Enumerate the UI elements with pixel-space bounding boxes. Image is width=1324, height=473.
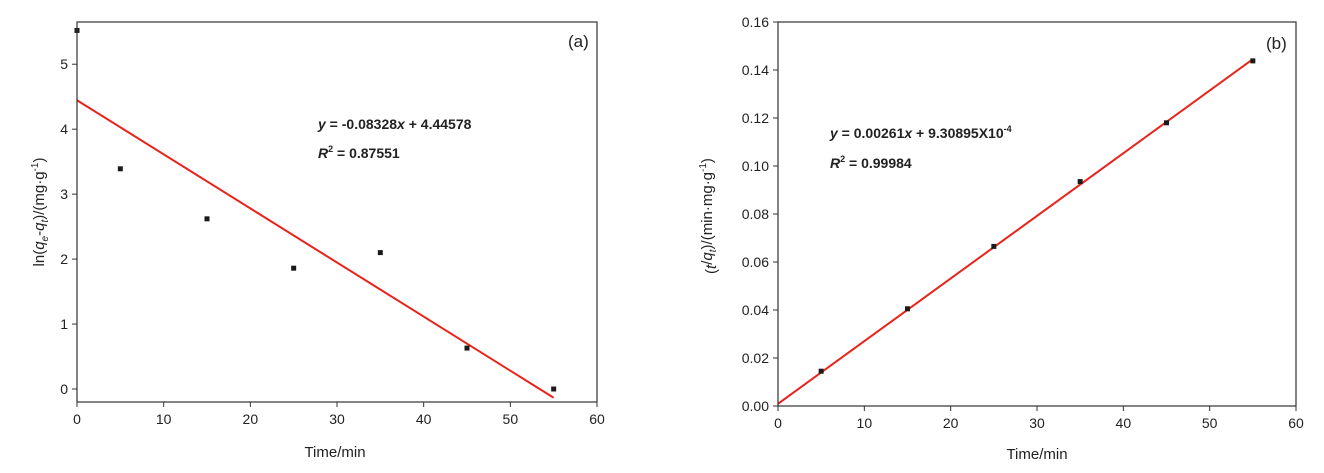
y-tick-label: 0.06 [742,254,769,270]
y-tick-labels: 0.00 0.02 0.04 0.06 0.08 0.10 0.12 0.14 0.16 [742,14,769,414]
r-squared: R2 = 0.99984 [830,154,912,171]
x-tick-label: 50 [1202,415,1218,431]
x-axis-label: Time/min [1006,446,1067,463]
x-tick-label: 0 [73,411,81,427]
data-point [464,345,470,351]
x-tick-label: 10 [857,415,873,431]
x-tick-label: 60 [589,411,605,427]
tick-marks [72,63,598,407]
panel-label: (a) [568,32,589,51]
y-axis-label: ln(qe-qt)/(mg·g-1) [30,158,51,267]
data-point [204,216,210,222]
x-tick-label: 20 [243,411,259,427]
y-tick-label: 0.02 [742,350,769,366]
r-squared: R2 = 0.87551 [318,144,400,161]
data-point [291,265,297,271]
data-point [991,243,997,249]
y-tick-label: 0.10 [742,158,769,174]
tick-marks [773,21,1297,411]
plot-frame [777,21,1297,407]
y-tick-labels: 0 1 2 3 4 5 [60,56,68,397]
fit-equation: y = -0.08328x + 4.44578 [317,116,472,132]
x-tick-labels: 0 10 20 30 40 50 60 [774,415,1304,431]
data-points [74,27,557,392]
x-tick-label: 50 [503,411,519,427]
x-tick-label: 20 [943,415,959,431]
x-tick-label: 40 [1116,415,1132,431]
y-tick-label: 0.04 [742,302,769,318]
y-tick-label: 1 [60,316,68,332]
data-point [117,166,123,172]
chart-panel-b: 0 10 20 30 40 50 60 0.000.020.040.060.080.100.… [698,14,1304,463]
data-point [551,386,557,392]
data-points [818,58,1256,374]
plot-frame [76,21,598,403]
chart-panel-a: 0 10 20 30 40 50 60 0 1 2 3 4 5 (a) y = -0.08328x +… [30,21,605,461]
x-tick-label: 60 [1288,415,1304,431]
panel-label: (b) [1266,34,1287,53]
y-tick-label: 0.14 [742,62,769,78]
x-tick-label: 30 [1029,415,1045,431]
x-tick-label: 10 [156,411,172,427]
y-tick-label: 0.00 [742,398,769,414]
y-tick-label: 0.08 [742,206,769,222]
data-point [905,306,910,312]
x-tick-label: 30 [329,411,345,427]
fit-line [777,58,1254,405]
y-axis-label: (t/qt)/(min·mg·g-1) [698,158,720,274]
x-tick-label: 40 [416,411,432,427]
x-axis-label: Time/min [304,444,365,461]
data-point [377,250,383,256]
y-tick-label: 0 [60,381,68,397]
data-point [1250,58,1256,64]
y-tick-label: 5 [60,56,68,72]
fit-equation: y = 0.00261x + 9.30895X10-4 [829,124,1012,141]
fit-line [76,99,555,399]
y-tick-label: 4 [60,121,68,137]
y-tick-label: 0.16 [742,14,769,30]
y-tick-label: 0.12 [742,110,769,126]
y-tick-label: 3 [60,186,68,202]
data-point [1077,179,1083,185]
data-point [818,368,824,374]
x-tick-label: 0 [774,415,782,431]
y-tick-label: 2 [60,251,68,267]
x-tick-labels: 0 10 20 30 40 50 60 [73,411,605,427]
data-point [1164,120,1169,126]
